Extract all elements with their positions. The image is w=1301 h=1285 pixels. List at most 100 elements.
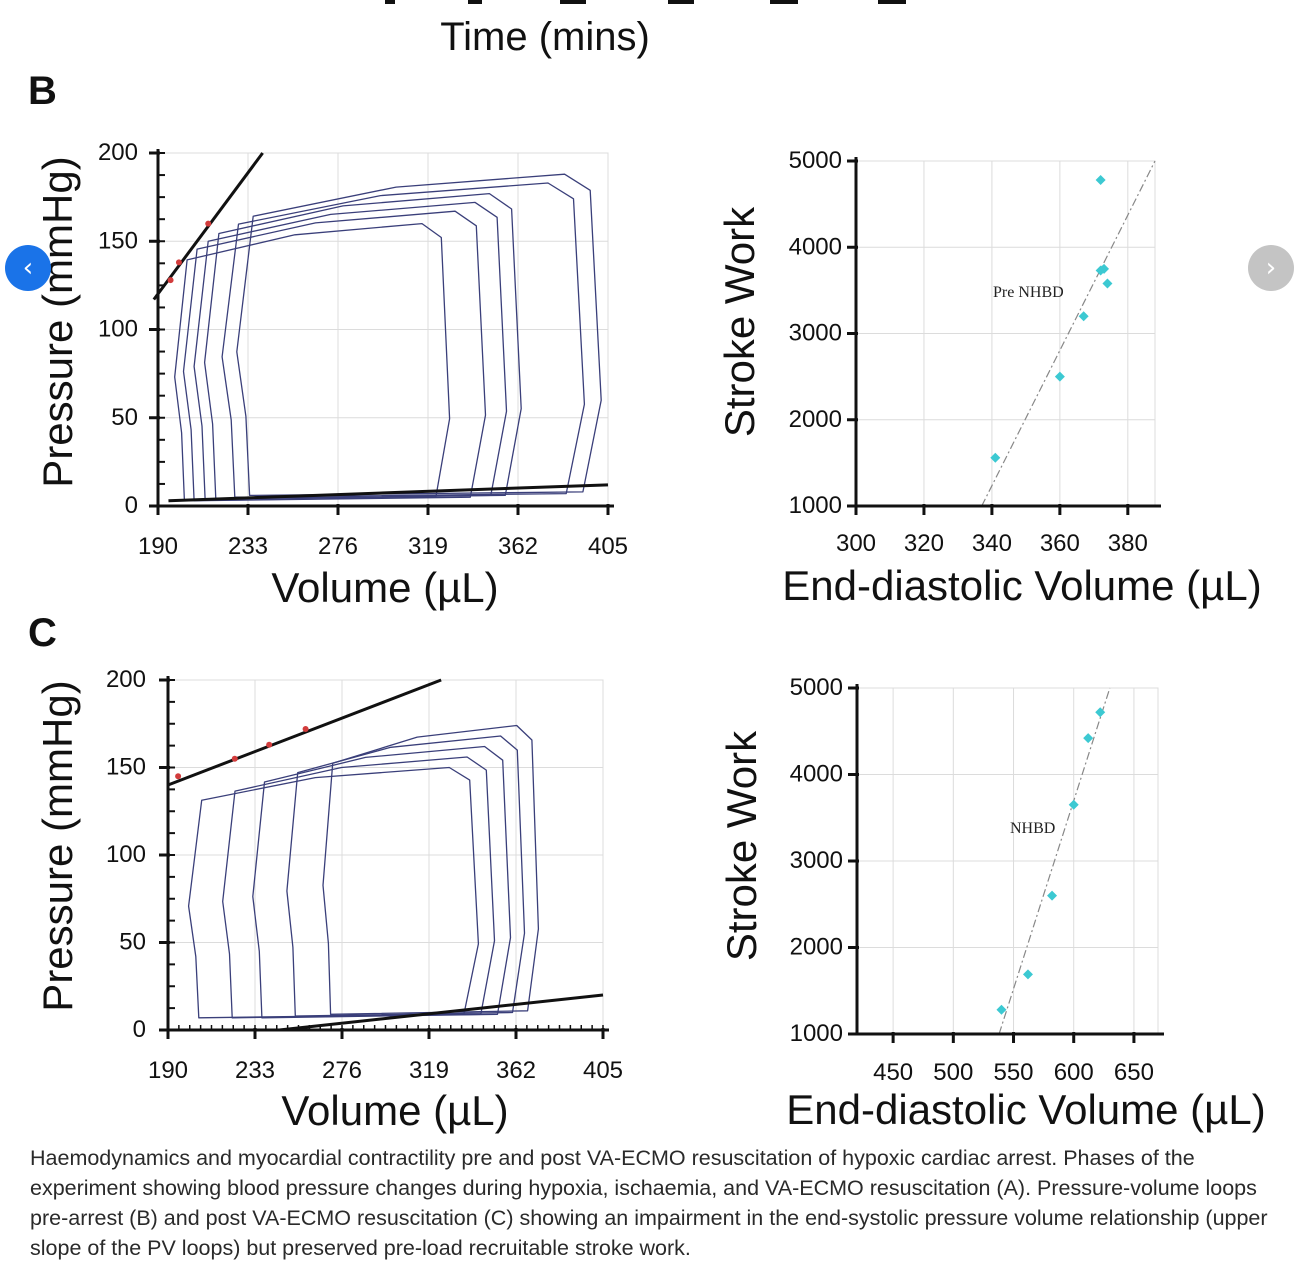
relation-lines [167, 678, 604, 1032]
data-point [1054, 371, 1065, 382]
data-point [1078, 311, 1089, 322]
x-tick-label: 340 [972, 530, 1012, 557]
y-axis-label: Stroke Work [718, 730, 765, 961]
y-tick-label: 1000 [789, 492, 842, 519]
previous-figure-button[interactable]: ‹ [5, 245, 51, 291]
annotation: NHBD [1010, 820, 1055, 837]
y-tick-label: 4000 [790, 761, 843, 788]
y-tick-label: 3000 [790, 847, 843, 874]
end-systolic-point [266, 741, 273, 748]
data-point [1047, 890, 1058, 901]
data-point [1068, 799, 1079, 810]
chevron-right-icon: › [1265, 253, 1277, 283]
y-tick-label: 150 [98, 227, 138, 254]
data-point [1099, 263, 1110, 274]
x-tick-label: 319 [408, 533, 448, 560]
y-axis-label: Pressure (mmHg) [34, 156, 81, 487]
pv-loop-curve [174, 222, 451, 502]
top-axis-fragment [385, 0, 906, 4]
x-tick-label: 320 [904, 530, 944, 557]
x-tick-label: 360 [1040, 530, 1080, 557]
x-tick-label: 300 [836, 530, 876, 557]
pv-loop-chart-c: 190 233 276 319 362 405 0 50 100 150 200 Volume (… [34, 666, 623, 1134]
y-tick-label: 5000 [789, 147, 842, 174]
data-points [990, 174, 1113, 463]
x-tick-label: 190 [138, 533, 178, 560]
y-tick-label: 2000 [789, 406, 842, 433]
grid [856, 687, 1159, 1035]
pv-loop-curve [222, 756, 496, 1019]
y-tick-labels: 0 50 100 150 200 [98, 139, 138, 519]
fit-line [981, 160, 1156, 507]
figure: Time (mins) B C 190 233 276 319 362 405 0 50 10… [28, 0, 1266, 1134]
fit-line [998, 687, 1111, 1035]
pv-loop-curve [187, 766, 480, 1019]
y-tick-labels: 1000 2000 3000 4000 5000 [790, 674, 843, 1047]
stroke-work-chart-b: 300 320 340 360 380 1000 2000 3000 4000 5000 Pre… [716, 147, 1262, 609]
x-tick-label: 500 [933, 1059, 973, 1086]
axes [848, 684, 1164, 1043]
x-tick-label: 276 [322, 1057, 362, 1084]
pv-loop-chart-b: 190 233 276 319 362 405 0 50 100 150 200 Volume (… [34, 139, 628, 611]
y-tick-label: 150 [106, 754, 146, 781]
axes [159, 676, 609, 1039]
x-axis-label: End-diastolic Volume (µL) [786, 1086, 1265, 1133]
x-tick-label: 380 [1108, 530, 1148, 557]
edpvr-line [279, 993, 604, 1032]
panel-b-label: B [28, 69, 57, 113]
data-points [996, 707, 1106, 1015]
regression-line [998, 687, 1111, 1035]
y-tick-label: 200 [98, 139, 138, 166]
pv-loop-curve [221, 182, 586, 498]
grid [167, 679, 604, 1031]
y-tick-label: 50 [111, 404, 138, 431]
espvr-line [167, 678, 442, 787]
pv-loop-curve [252, 745, 512, 1019]
pv-loop-curve [322, 724, 540, 1015]
pv-loops [187, 724, 540, 1019]
y-tick-labels: 0 50 100 150 200 [106, 666, 146, 1043]
y-tick-label: 50 [119, 929, 146, 956]
end-systolic-point [302, 726, 309, 732]
pv-loops [174, 173, 602, 502]
next-figure-button[interactable]: › [1248, 245, 1294, 291]
x-tick-label: 233 [228, 533, 268, 560]
x-tick-label: 190 [148, 1057, 188, 1084]
data-point [1102, 278, 1113, 289]
data-point [1095, 707, 1106, 718]
y-tick-label: 2000 [790, 934, 843, 961]
edpvr-line [168, 483, 609, 503]
top-axis-title: Time (mins) [440, 15, 650, 59]
data-point [1022, 969, 1033, 980]
end-systolic-point [205, 220, 212, 227]
y-tick-label: 100 [98, 316, 138, 343]
x-tick-label: 362 [498, 533, 538, 560]
x-tick-label: 650 [1114, 1059, 1154, 1086]
regression-line [981, 160, 1156, 507]
esp-markers [167, 220, 212, 284]
x-tick-label: 319 [409, 1057, 449, 1084]
axes [847, 157, 1161, 515]
data-point [990, 452, 1001, 463]
end-systolic-point [231, 755, 238, 762]
figure-caption: Haemodynamics and myocardial contractili… [30, 1146, 1268, 1260]
pv-loop-curve [193, 201, 508, 500]
x-tick-label: 405 [588, 533, 628, 560]
y-tick-label: 1000 [790, 1020, 843, 1047]
y-tick-label: 5000 [790, 674, 843, 701]
end-systolic-point [175, 773, 182, 780]
x-tick-labels: 450 500 550 600 650 [873, 1059, 1154, 1086]
pv-loop-curve [286, 735, 526, 1017]
y-tick-label: 4000 [789, 233, 842, 260]
y-tick-label: 200 [106, 666, 146, 693]
x-tick-label: 362 [496, 1057, 536, 1084]
y-tick-labels: 1000 2000 3000 4000 5000 [789, 147, 842, 519]
data-point [1083, 733, 1094, 744]
pv-loop-curve [182, 210, 487, 502]
x-tick-label: 276 [318, 533, 358, 560]
x-tick-label: 233 [235, 1057, 275, 1084]
data-point [996, 1004, 1007, 1015]
end-systolic-point [167, 277, 174, 284]
panel-c-label: C [28, 611, 57, 655]
esp-markers [175, 726, 309, 780]
